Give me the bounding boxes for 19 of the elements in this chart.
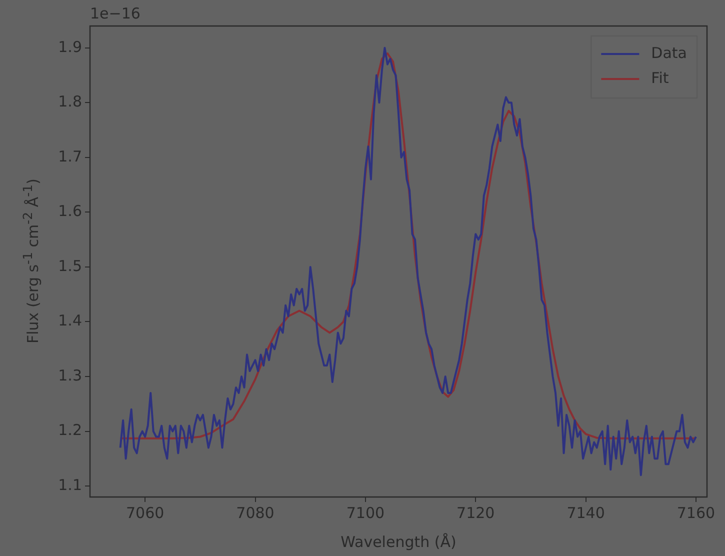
x-tick-label: 7060: [126, 504, 164, 522]
x-axis-title: Wavelength (Å): [340, 532, 456, 551]
legend-label: Data: [651, 44, 688, 62]
y-tick-label: 1.6: [58, 202, 82, 220]
x-tick-label: 7120: [456, 504, 495, 522]
y-tick-label: 1.3: [58, 366, 82, 384]
y-tick-label: 1.1: [58, 476, 82, 494]
y-tick-label: 1.4: [58, 312, 82, 330]
x-tick-label: 7140: [566, 504, 605, 522]
y-tick-label: 1.2: [58, 421, 82, 440]
x-tick-label: 7100: [346, 504, 385, 522]
y-tick-label: 1.7: [58, 147, 82, 166]
legend-label: Fit: [651, 68, 669, 87]
x-tick-label: 7160: [676, 504, 716, 522]
text: 1e−16: [90, 4, 140, 22]
y-tick-label: 1.8: [58, 92, 82, 111]
y-tick-label: 1.9: [58, 38, 82, 56]
y-tick-label: 1.5: [58, 256, 82, 275]
x-tick-label: 7080: [236, 504, 274, 522]
